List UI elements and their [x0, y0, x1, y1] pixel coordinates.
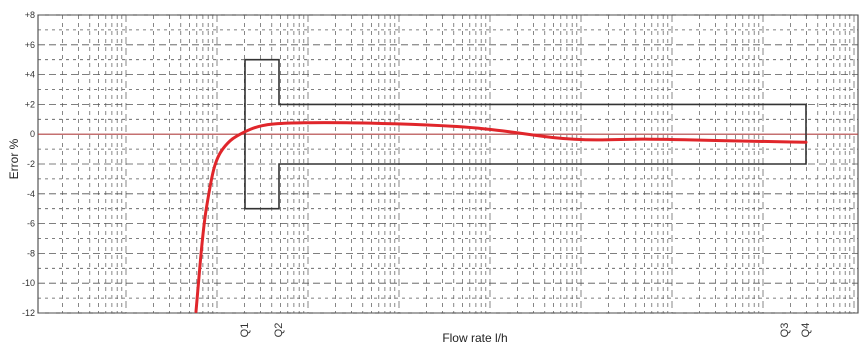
- y-tick-label: +8: [25, 10, 35, 20]
- y-tick-label: -2: [27, 159, 35, 169]
- y-tick-label: -8: [27, 248, 35, 258]
- y-tick-label: -10: [22, 278, 35, 288]
- y-tick-label: -6: [27, 219, 35, 229]
- grid: [37, 14, 859, 314]
- x-marker-q2: Q2: [273, 323, 285, 338]
- y-tick-label: 0: [30, 129, 35, 139]
- y-tick-label: -12: [22, 308, 35, 318]
- y-tick-labels: +8 +6 +4 +2 0 -2 -4 -6 -8 -10 -12: [22, 10, 35, 318]
- x-marker-q4: Q4: [800, 323, 812, 338]
- lower-limit-line: [244, 134, 807, 210]
- y-tick-label: -4: [27, 189, 35, 199]
- y-tick-label: +4: [25, 70, 35, 80]
- y-tick-label: +2: [25, 99, 35, 109]
- limit-lines: [244, 58, 807, 210]
- x-axis-label: Flow rate l/h: [442, 331, 507, 345]
- series-curve-group: [194, 121, 808, 314]
- x-marker-q1: Q1: [239, 323, 251, 338]
- series-curve: [194, 121, 808, 314]
- upper-limit-line: [244, 58, 807, 135]
- y-axis-label: Error %: [7, 138, 21, 179]
- x-marker-labels: Q1 Q2 Q3 Q4: [239, 323, 812, 338]
- y-tick-label: +6: [25, 40, 35, 50]
- x-marker-q3: Q3: [779, 323, 791, 338]
